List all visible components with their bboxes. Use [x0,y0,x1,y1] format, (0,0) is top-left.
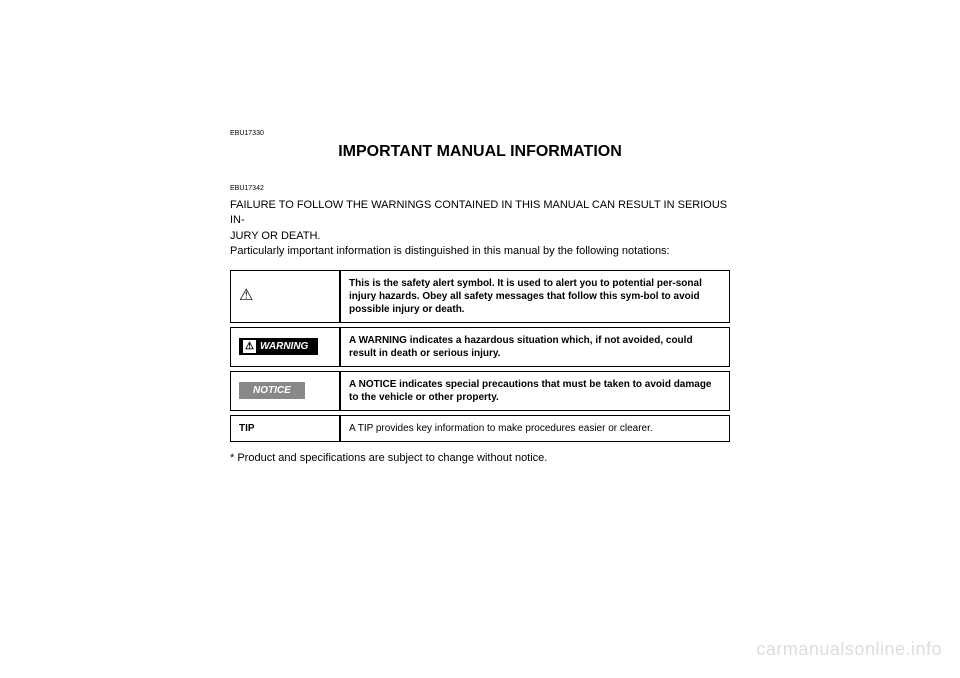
warning-label-cell: ⚠ WARNING [230,327,340,367]
table-row-warning: ⚠ WARNING A WARNING indicates a hazardou… [230,327,730,367]
intro-paragraph: FAILURE TO FOLLOW THE WARNINGS CONTAINED… [230,198,730,260]
warning-label-text: WARNING [260,340,308,353]
table-row-notice: NOTICE A NOTICE indicates special precau… [230,371,730,411]
alert-symbol-cell: ⚠ [230,270,340,323]
table-row-tip: TIP A TIP provides key information to ma… [230,415,730,442]
intro-line3: Particularly important information is di… [230,245,670,257]
footnote: * Product and specifications are subject… [230,452,730,464]
notice-badge: NOTICE [239,382,305,399]
tip-label-cell: TIP [230,415,340,442]
notation-table: ⚠ This is the safety alert symbol. It is… [230,266,730,446]
warning-badge: ⚠ WARNING [239,338,318,355]
alert-desc: This is the safety alert symbol. It is u… [340,270,730,323]
alert-triangle-icon: ⚠ [239,287,253,304]
notice-label-cell: NOTICE [230,371,340,411]
code-top: EBU17330 [230,130,730,137]
intro-line2: JURY OR DEATH. [230,230,320,242]
watermark: carmanualsonline.info [756,639,942,660]
alert-triangle-inverse-icon: ⚠ [243,340,256,353]
code-second: EBU17342 [230,185,730,192]
notice-desc: A NOTICE indicates special precautions t… [340,371,730,411]
page-title: IMPORTANT MANUAL INFORMATION [230,143,730,161]
tip-desc: A TIP provides key information to make p… [340,415,730,442]
intro-line1: FAILURE TO FOLLOW THE WARNINGS CONTAINED… [230,199,727,226]
table-row-alert: ⚠ This is the safety alert symbol. It is… [230,270,730,323]
tip-label-text: TIP [239,423,255,434]
warning-desc: A WARNING indicates a hazardous situatio… [340,327,730,367]
